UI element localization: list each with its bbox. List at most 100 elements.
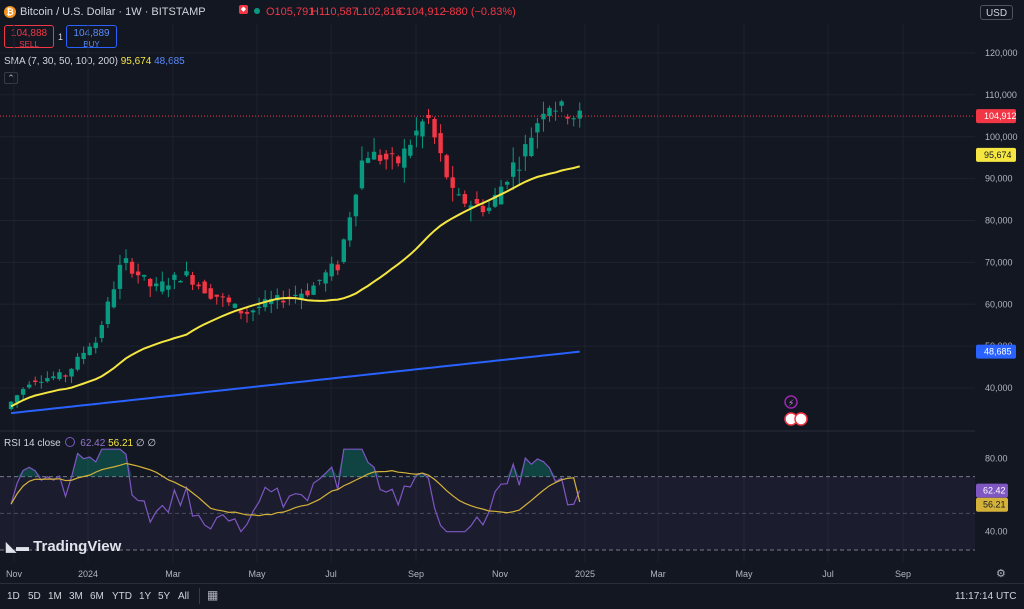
candle-body: [69, 368, 74, 377]
x-tick-label: Mar: [650, 569, 666, 579]
candle-body: [81, 352, 86, 360]
candle-body: [172, 274, 177, 280]
timeframe-all[interactable]: All: [178, 591, 190, 602]
candle-body: [244, 312, 250, 314]
date-range-calendar-icon[interactable]: ▦: [207, 588, 219, 602]
candle-body: [341, 239, 346, 263]
candle-body: [99, 325, 104, 339]
candle-body: [123, 258, 129, 264]
candle-body: [347, 217, 353, 241]
currency-selector[interactable]: USD: [980, 5, 1013, 20]
candle-body: [275, 295, 280, 301]
y-tick-label: 80,000: [985, 216, 1013, 226]
candle-body: [160, 281, 165, 292]
candle-body: [571, 118, 576, 120]
candle-body: [511, 162, 516, 177]
collapse-legend-chevron-icon[interactable]: ⌃: [4, 72, 18, 84]
candle-body: [20, 389, 26, 395]
sma-fast-tag: [976, 147, 1016, 162]
x-tick-label: Nov: [6, 569, 23, 579]
rsi-legend[interactable]: RSI 14 close 62.42 56.21 ∅ ∅: [4, 437, 156, 449]
svg-text:⚡: ⚡: [788, 399, 794, 409]
candle-body: [390, 153, 395, 155]
sma-legend[interactable]: SMA (7, 30, 50, 100, 200) 95,674 48,685: [4, 56, 185, 67]
bitcoin-logo-icon: ₿: [4, 6, 16, 18]
rsi-value-tag: [976, 483, 1008, 498]
candle-body: [45, 378, 50, 382]
candle-body: [504, 181, 510, 185]
price-change: −880 (−0.83%): [443, 6, 516, 18]
rsi-legend-ma-value: 56.21: [108, 438, 134, 449]
x-tick-label: Sep: [895, 569, 911, 579]
bottom-toolbar: 1D 5D 1M 3M 6M YTD 1Y 5Y All ▦ 11:17:14 …: [0, 583, 1024, 609]
y-tick-label: 90,000: [985, 174, 1013, 184]
candle-body: [456, 194, 461, 196]
buy-button[interactable]: 104,889 BUY: [66, 25, 117, 49]
y-tick-label: 60,000: [985, 299, 1013, 309]
candle-body: [208, 288, 213, 299]
candle-body: [402, 148, 407, 168]
symbol-title[interactable]: Bitcoin / U.S. Dollar · 1W · BITSTAMP: [20, 6, 206, 18]
candle-body: [166, 285, 171, 290]
x-tick-label: Mar: [165, 569, 181, 579]
sma-legend-value-slow: 48,685: [154, 56, 185, 67]
x-tick-label: 2024: [78, 569, 98, 579]
timeframe-1m[interactable]: 1M: [48, 591, 62, 602]
utc-clock[interactable]: 11:17:14 UTC: [955, 591, 1017, 602]
timeframe-5y[interactable]: 5Y: [158, 591, 171, 602]
spread-value: 1: [58, 32, 64, 42]
candle-body: [547, 107, 552, 117]
timeframe-1y[interactable]: 1Y: [139, 591, 152, 602]
y-tick-label: 100,000: [985, 132, 1018, 142]
candle-body: [474, 199, 480, 204]
rsi-line: [10, 448, 581, 533]
timeframe-6m[interactable]: 6M: [90, 591, 104, 602]
candle-body: [256, 306, 262, 309]
candle-body: [220, 296, 225, 298]
candle-body: [353, 194, 359, 217]
toolbar-divider: [199, 588, 200, 604]
lightning-event-icon[interactable]: [784, 395, 798, 409]
tradingview-mark-icon: ◣▬: [6, 539, 29, 554]
candle-body: [396, 156, 401, 164]
candle-body: [262, 299, 268, 308]
ohlc-high: H110,587: [311, 6, 358, 18]
rsi-ma-value-tag-text: 56.21: [983, 500, 1006, 510]
y-tick-label: 120,000: [985, 48, 1018, 58]
candle-body: [75, 356, 80, 370]
rsi-ma-line: [10, 462, 581, 517]
candle-body: [281, 300, 286, 303]
rsi-y-tick-label: 80.00: [985, 453, 1008, 463]
y-tick-label: 40,000: [985, 383, 1013, 393]
candle-body: [39, 381, 44, 383]
sell-button[interactable]: 104,888 SELL: [4, 25, 54, 49]
timeframe-3m[interactable]: 3M: [69, 591, 83, 602]
timeframe-1d[interactable]: 1D: [7, 591, 20, 602]
candle-body: [462, 194, 467, 204]
us-flag-event-icon[interactable]: [794, 412, 808, 426]
tradingview-logo[interactable]: ◣▬ TradingView: [6, 538, 121, 555]
gear-icon[interactable]: ⚙: [996, 567, 1006, 580]
candle-body: [329, 263, 334, 277]
candle-body: [299, 293, 304, 299]
flag-icon[interactable]: ◆: [239, 5, 248, 14]
candle-body: [577, 110, 582, 119]
candle-body: [311, 285, 316, 295]
x-tick-label: Jul: [822, 569, 834, 579]
last-price-tag: [976, 109, 1016, 124]
candle-body: [293, 294, 298, 297]
buy-price: 104,889: [73, 28, 110, 39]
sell-label: SELL: [19, 40, 39, 49]
price-chart[interactable]: 120,000 110,000 100,000 90,000 80,000 70,000 6…: [0, 0, 1024, 583]
sell-price: 104,888: [10, 28, 48, 39]
timeframe-5d[interactable]: 5D: [28, 591, 41, 602]
candle-body: [93, 342, 98, 349]
sma-legend-value-fast: 95,674: [120, 56, 152, 67]
candle-body: [63, 375, 68, 377]
rsi-legend-extra: ∅ ∅: [135, 438, 157, 449]
timeframe-ytd[interactable]: YTD: [112, 591, 132, 602]
candle-body: [438, 133, 443, 154]
candle-body: [33, 380, 38, 383]
candle-body: [420, 121, 425, 137]
sma-slow-tag-text: 48,685: [984, 347, 1012, 357]
